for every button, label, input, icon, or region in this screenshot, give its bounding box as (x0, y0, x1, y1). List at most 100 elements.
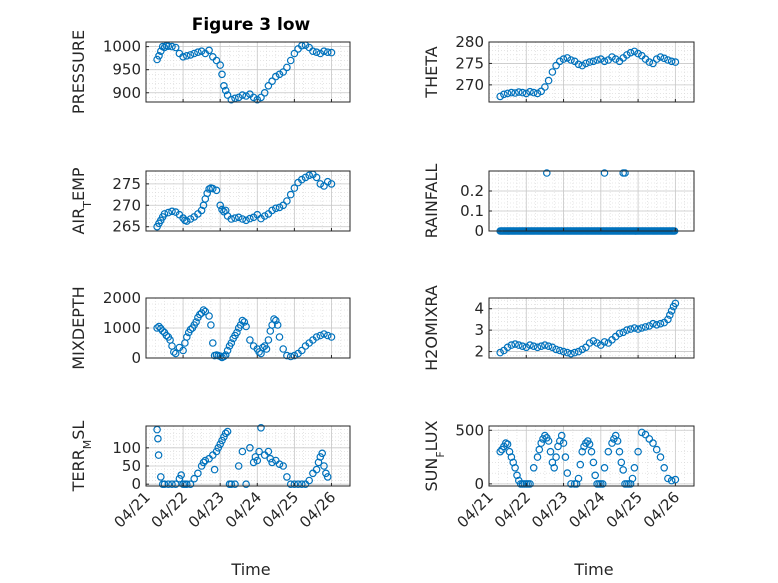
data-point (533, 89, 542, 98)
data-point (533, 343, 542, 352)
figure-title: Figure 3 low (192, 15, 311, 35)
data-point (212, 186, 221, 195)
data-point (197, 206, 206, 215)
data-point (297, 175, 306, 184)
data-point (183, 217, 191, 225)
data-point (511, 89, 519, 97)
data-point (507, 341, 516, 349)
data-point (664, 56, 672, 64)
data-point (316, 49, 325, 58)
data-point (667, 476, 676, 485)
data-point (218, 436, 226, 445)
data-point (233, 328, 241, 337)
data-point (214, 443, 223, 452)
y-tick-label: 4 (474, 300, 484, 318)
y-tick-label: 0 (131, 349, 141, 367)
x-axis-label-left: Time (230, 560, 270, 579)
data-point (268, 77, 276, 86)
data-point (327, 48, 336, 57)
data-point (511, 340, 519, 348)
data-point (309, 47, 317, 56)
axes-frame (488, 297, 695, 359)
data-point (615, 447, 624, 456)
data-point (171, 480, 180, 489)
data-point (582, 343, 590, 352)
data-point (242, 216, 250, 225)
data-point (231, 480, 239, 489)
data-point (589, 57, 598, 66)
data-point (194, 469, 202, 478)
data-point (273, 321, 282, 329)
data-point (312, 333, 321, 341)
data-point (623, 326, 631, 334)
data-point (552, 345, 560, 354)
data-point (258, 343, 267, 352)
data-point (526, 480, 534, 488)
data-point (604, 447, 613, 456)
data-point (552, 453, 560, 461)
data-point (559, 55, 568, 63)
x-tick-label: 04/22 (148, 488, 191, 531)
data-point (216, 440, 225, 449)
data-point (279, 201, 288, 210)
y-axis-label: TERRMSL (69, 421, 94, 493)
data-point (301, 173, 310, 182)
data-point (160, 210, 169, 218)
data-point (286, 190, 295, 199)
subplot-3: 265 270 275 AIRTEMP (69, 167, 351, 236)
data-point (305, 476, 314, 485)
data-point (264, 447, 273, 456)
data-point (170, 348, 178, 356)
data-point (171, 43, 180, 52)
data-point (190, 474, 199, 483)
data-point (619, 328, 628, 337)
data-point (514, 88, 523, 96)
data-point (238, 91, 247, 99)
data-point (216, 201, 225, 210)
data-point (179, 346, 187, 355)
y-axis-label: SUNFLUX (422, 420, 447, 491)
y-tick-label: 0.1 (460, 202, 484, 220)
data-point (316, 331, 325, 340)
data-point (312, 48, 321, 57)
y-axis-label: PRESSURE (69, 30, 88, 114)
data-point (503, 440, 512, 449)
data-point (297, 480, 306, 489)
data-point (279, 345, 288, 353)
y-axis-label: AIRTEMP (69, 167, 94, 234)
data-point (596, 55, 605, 63)
data-point (576, 460, 585, 469)
data-point (637, 324, 646, 332)
data-point (589, 458, 598, 467)
data-point (253, 95, 262, 104)
subplot-6: 2 3 4 H2OMIXRA (422, 285, 695, 371)
data-point (270, 315, 278, 323)
y-axis-label: MIXDEPTH (69, 286, 88, 369)
data-point (164, 42, 173, 51)
data-point (186, 215, 195, 223)
data-point (153, 324, 161, 332)
data-point (656, 319, 665, 328)
data-point (570, 348, 579, 357)
data-point (179, 52, 187, 61)
data-point (500, 90, 508, 99)
data-point (630, 324, 639, 332)
data-point (268, 458, 276, 467)
y-tick-label: 0 (474, 222, 484, 240)
data-point (238, 447, 247, 456)
data-point (656, 53, 665, 61)
data-point (275, 70, 284, 79)
data-point (496, 447, 505, 456)
data-point (550, 463, 559, 472)
axes-frame (488, 425, 695, 487)
data-point (561, 453, 570, 461)
data-point (203, 189, 212, 198)
x-tick-label: 04/26 (640, 488, 683, 531)
data-point (529, 88, 538, 97)
y-tick-label: 0 (474, 475, 484, 493)
data-point (168, 207, 176, 216)
data-point (168, 480, 176, 489)
data-point (160, 480, 169, 489)
data-point (199, 458, 208, 467)
